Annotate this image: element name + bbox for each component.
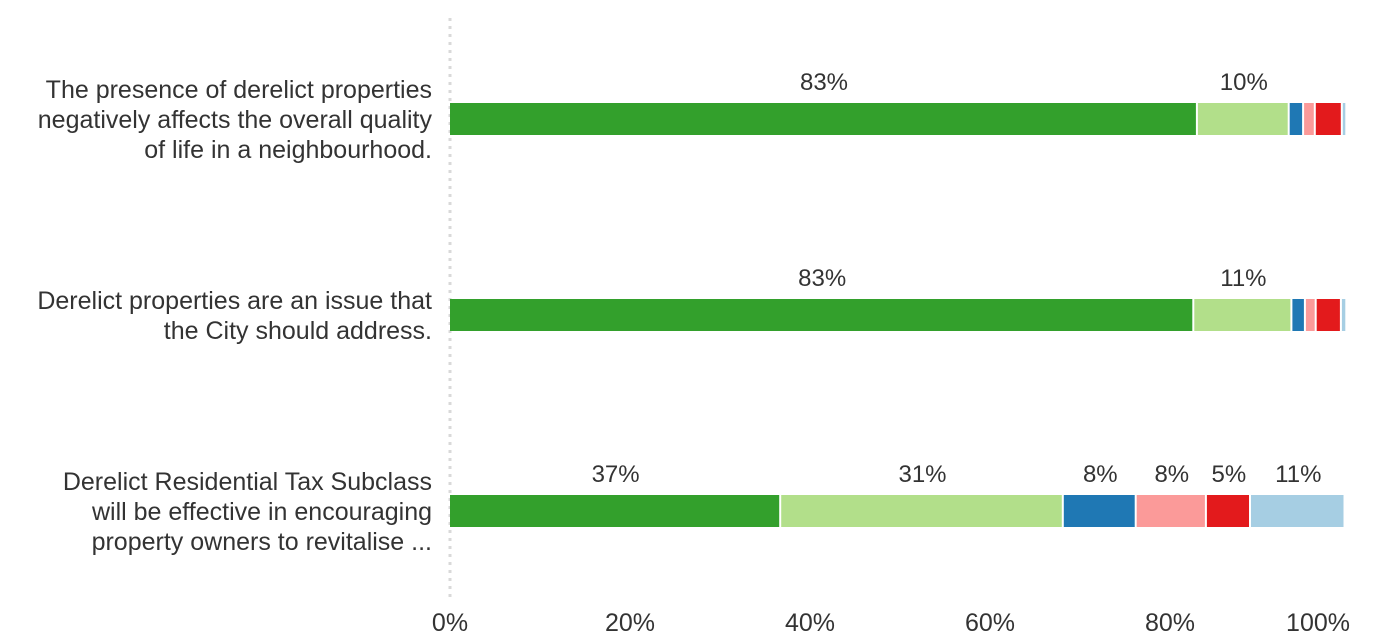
- x-tick-label: 0%: [432, 609, 468, 637]
- category-label: will be effective in encouraging: [91, 498, 432, 526]
- category-label: negatively affects the overall quality: [38, 106, 433, 134]
- data-label: 83%: [800, 69, 848, 96]
- bar-segment: [450, 495, 780, 527]
- bar-segment: [781, 495, 1062, 527]
- category-labels: The presence of derelict propertiesnegat…: [37, 76, 432, 556]
- bar-segment: [1316, 299, 1340, 331]
- bar-segment: [1194, 299, 1291, 331]
- data-label: 11%: [1275, 461, 1321, 488]
- data-label: 10%: [1220, 69, 1268, 96]
- bar-segment: [450, 299, 1193, 331]
- data-labels: 83% 10% 83% 11% 37% 31% 8% 8% 5% 11%: [592, 69, 1322, 488]
- bar-segment: [1197, 103, 1288, 135]
- category-label: The presence of derelict properties: [46, 76, 432, 104]
- x-tick-label: 80%: [1145, 609, 1195, 637]
- bar-segment: [1304, 103, 1314, 135]
- bar-segment: [1289, 103, 1303, 135]
- category-label: the City should address.: [164, 317, 432, 345]
- x-tick-label: 100%: [1286, 609, 1350, 637]
- data-label: 8%: [1083, 461, 1118, 488]
- bar-segment: [1292, 299, 1304, 331]
- bars-group: [450, 103, 1346, 527]
- category-label: of life in a neighbourhood.: [144, 136, 432, 164]
- x-tick-label: 60%: [965, 609, 1015, 637]
- category-label: Derelict properties are an issue that: [37, 287, 432, 315]
- data-label: 37%: [592, 461, 640, 488]
- bar-segment: [1342, 103, 1346, 135]
- bar-segment: [1305, 299, 1315, 331]
- data-label: 31%: [898, 461, 946, 488]
- data-label: 8%: [1154, 461, 1189, 488]
- bar-segment: [1206, 495, 1249, 527]
- data-label: 5%: [1212, 461, 1247, 488]
- data-label: 83%: [798, 265, 846, 292]
- x-tick-label: 20%: [605, 609, 655, 637]
- bar-segment: [450, 103, 1196, 135]
- bar-segment: [1136, 495, 1205, 527]
- data-label: 11%: [1220, 265, 1266, 292]
- x-axis-ticks: 0% 20% 40% 60% 80% 100%: [432, 609, 1350, 637]
- category-label: property owners to revitalise ...: [92, 528, 432, 556]
- bar-segment: [1063, 495, 1135, 527]
- x-tick-label: 40%: [785, 609, 835, 637]
- category-label: Derelict Residential Tax Subclass: [63, 468, 432, 496]
- bar-segment: [1315, 103, 1341, 135]
- bar-segment: [1341, 299, 1346, 331]
- bar-segment: [1251, 495, 1344, 527]
